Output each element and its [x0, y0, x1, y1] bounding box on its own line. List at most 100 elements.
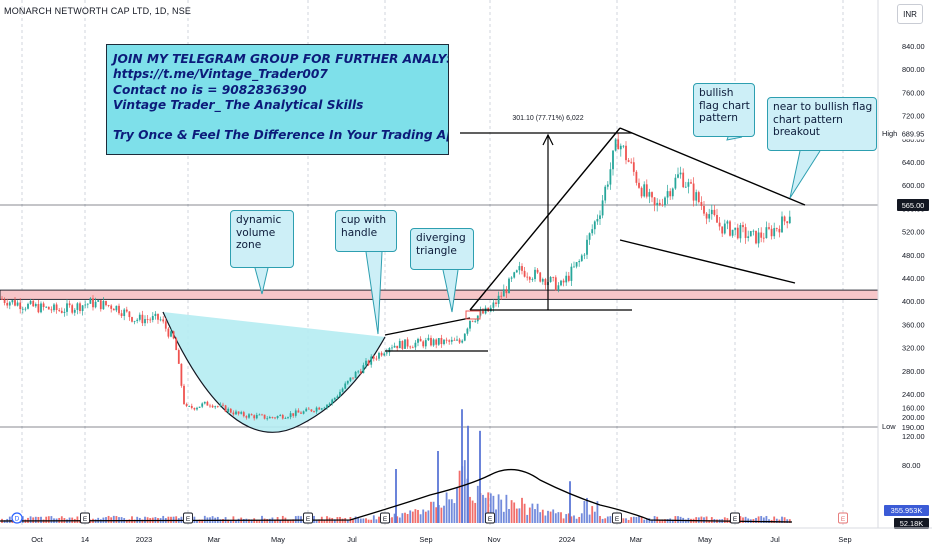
volume-bar	[365, 518, 367, 523]
candle-body	[430, 337, 432, 346]
volume-bar	[549, 511, 552, 523]
candle-body	[736, 227, 739, 239]
candle-body	[92, 298, 94, 308]
volume-bar	[172, 516, 175, 523]
candle-body	[380, 352, 383, 356]
candle-body	[661, 204, 664, 206]
candle-body	[128, 311, 131, 318]
volume-bar	[40, 516, 42, 523]
candle-body	[757, 232, 760, 244]
volume-bar	[505, 494, 508, 523]
candle-body	[211, 405, 214, 408]
volume-bar	[536, 503, 539, 523]
time-tick-label: 2023	[136, 535, 152, 544]
volume-tick-label: 80.00	[902, 461, 921, 470]
price-tick-label: 640.00	[902, 158, 925, 167]
candle-body	[240, 412, 243, 414]
volume-bar	[747, 518, 750, 523]
volume-bar	[539, 512, 542, 523]
candle-body	[674, 177, 677, 189]
promo-line: JOIN MY TELEGRAM GROUP FOR FURTHER ANALY…	[113, 52, 449, 66]
candle-body	[222, 404, 224, 406]
volume-bar	[757, 516, 760, 523]
candle-body	[466, 328, 469, 334]
candle-body	[206, 401, 209, 406]
earnings-marker-upcoming-bg	[838, 512, 848, 524]
earnings-marker-bg	[612, 512, 622, 524]
promo-line: https://t.me/Vintage_Trader007	[113, 67, 328, 82]
volume-bar	[378, 516, 380, 523]
callout-line: zone	[236, 239, 262, 251]
candle-body	[596, 218, 599, 222]
volume-bar	[569, 481, 571, 523]
candle-body	[188, 405, 191, 407]
volume-bar	[773, 516, 776, 523]
candle-body	[144, 319, 146, 324]
candle-body	[34, 304, 37, 307]
trend-lines: 301.10 (77.71%) 6,022	[254, 115, 821, 352]
time-tick-label: 2024	[559, 535, 575, 544]
currency-button[interactable]: INR	[897, 4, 923, 24]
candle-body	[99, 300, 102, 310]
candle-body	[383, 353, 386, 356]
candle-body	[357, 371, 360, 373]
volume-bar	[775, 518, 778, 523]
volume-bar	[398, 517, 401, 523]
volume-bar	[409, 510, 412, 523]
volume-bar	[664, 519, 666, 523]
candle-body	[435, 339, 438, 345]
candle-body	[201, 403, 204, 407]
volume-bar	[497, 494, 500, 523]
volume-bar	[635, 517, 638, 523]
candle-body	[3, 299, 6, 303]
volume-bar	[427, 510, 430, 523]
candle-body	[354, 371, 357, 379]
volume-bar	[518, 508, 521, 523]
candle-body	[326, 404, 328, 408]
volume-bar	[131, 516, 133, 523]
volume-bar	[203, 515, 206, 523]
earnings-marker: E	[383, 516, 388, 523]
candle-body	[258, 414, 261, 416]
candle-body	[266, 418, 269, 420]
volume-bar	[708, 520, 711, 523]
candle-body	[593, 221, 596, 230]
candle-body	[125, 309, 128, 312]
volume-bar	[453, 503, 456, 523]
candle-body	[146, 319, 149, 320]
volume-bar	[232, 516, 235, 523]
candle-body	[157, 313, 159, 320]
candle-body	[235, 411, 237, 415]
volume-bar	[744, 516, 747, 523]
volume-bar	[677, 516, 679, 523]
candle-body	[645, 184, 648, 197]
candle-body	[190, 405, 193, 408]
volume-bar	[34, 516, 37, 523]
volume-bar	[541, 509, 544, 523]
price-tick-label: 760.00	[902, 88, 925, 97]
volume-bar	[487, 492, 490, 523]
volume-bar	[417, 509, 419, 523]
candle-body	[401, 341, 404, 349]
candle-body	[81, 305, 84, 312]
callout-line: chart pattern	[773, 113, 843, 126]
candle-body	[726, 221, 729, 224]
candle-body	[60, 310, 63, 313]
candle-body	[502, 289, 505, 297]
candle-body	[622, 145, 625, 147]
candle-body	[651, 192, 653, 198]
volume-bar	[755, 517, 757, 523]
callout-cup-with-handle: cup with handle	[335, 210, 397, 252]
candle-body	[749, 231, 752, 237]
volume-bar	[547, 510, 549, 523]
volume-bar	[484, 497, 487, 523]
volume-bar	[8, 516, 11, 523]
price-tick-label: 440.00	[902, 274, 925, 283]
volume-bar	[508, 508, 510, 523]
volume-bar	[144, 516, 146, 523]
candle-body	[167, 328, 170, 337]
volume-bar	[352, 518, 354, 523]
volume-bar	[396, 516, 399, 523]
